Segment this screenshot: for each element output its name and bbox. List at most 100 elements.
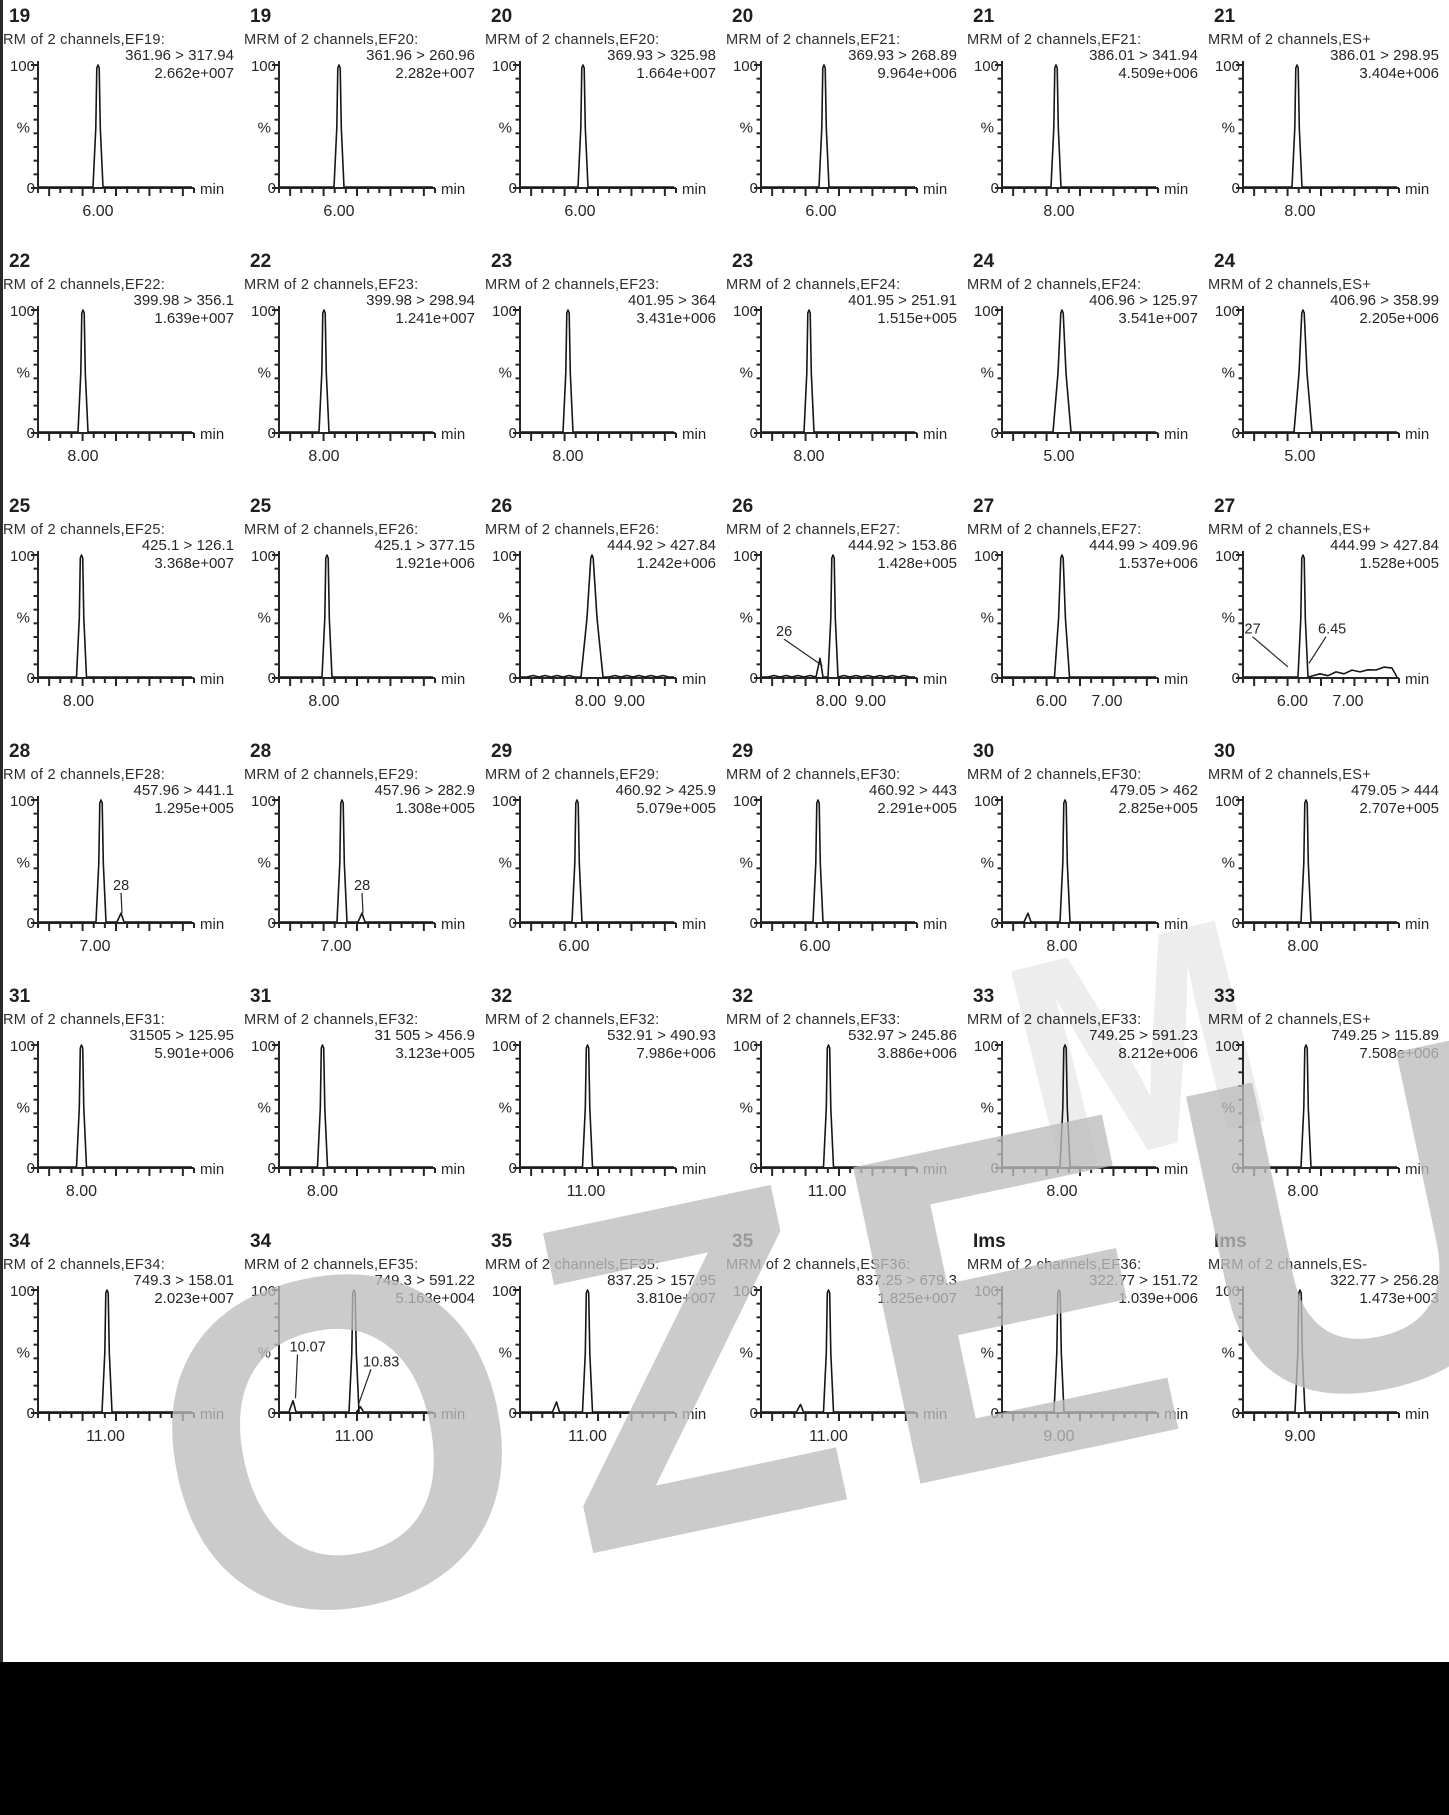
panel-header: MRM of 2 channels,EF30: [726,767,901,783]
chromatogram-panel: 32 MRM of 2 channels,EF32: 532.91 > 490.… [485,986,726,1231]
chromatogram-plot: 100% 0 min 8.00 9.00 26 [733,548,947,710]
compound-number: 34 [9,1231,31,1252]
compound-number: 30 [973,741,995,762]
axis-label: 0 [991,1405,999,1422]
axis-label: 0 [750,1405,758,1422]
panel-header: MRM of 2 channels,EF20: [485,32,660,48]
mrm-transition-label: 361.96 > 260.96 [366,47,475,64]
chromatogram-trace [39,309,192,433]
chromatogram-trace [521,1289,674,1413]
chromatogram-trace [1244,64,1397,188]
chromatogram-trace [762,309,915,433]
axis-label: % [981,855,994,872]
retention-time-label: 8.00 [575,693,606,710]
chromatogram-trace [1244,309,1397,433]
axis-label: % [17,365,30,382]
chromatogram-panel: 20 MRM of 2 channels,EF20: 369.93 > 325.… [485,6,726,251]
axis-label: 0 [268,180,276,197]
mrm-transition-label: 444.99 > 409.96 [1089,537,1198,554]
peak-intensity-label: 1.537e+006 [1118,555,1198,572]
chromatogram-plot: 100% 0 min 6.00 7.00 27 6.45 [1215,548,1429,710]
axis-label: % [258,1345,271,1362]
axis-label: 0 [1232,1160,1240,1177]
axis-label: 100 [251,58,276,75]
axis-label: 100 [733,1283,758,1300]
axis-label: min [923,1161,947,1178]
peak-intensity-label: 2.825e+005 [1118,800,1198,817]
compound-number: 25 [9,496,31,517]
axis-label: 0 [750,180,758,197]
panel-header: MRM of 2 channels,EF24: [726,277,901,293]
mrm-transition-label: 444.92 > 427.84 [607,537,716,554]
peak-intensity-label: 3.886e+006 [877,1045,957,1062]
axis-label: 0 [991,670,999,687]
axis-label: 100 [251,303,276,320]
compound-number: 22 [9,251,31,272]
axis-label: 0 [991,1160,999,1177]
axis-label: % [499,1345,512,1362]
compound-number: 31 [9,986,31,1007]
chromatogram-panel: 34 RM of 2 channels,EF34: 749.3 > 158.01… [3,1231,244,1476]
axis-label: 100 [974,1283,999,1300]
retention-time-label: 8.00 [1043,203,1074,220]
peak-intensity-label: 9.964e+006 [877,65,957,82]
panel-header: MRM of 2 channels,EF27: [967,522,1142,538]
peak-annotation: 26 [776,624,792,640]
chromatogram-plot: 100% 0 min 6.00 [733,793,947,955]
peak-annotation-leader [294,1354,299,1399]
chromatogram-panel: 22 RM of 2 channels,EF22: 399.98 > 356.1… [3,251,244,496]
chromatogram-trace [1003,1289,1156,1413]
retention-time-label: 7.00 [79,938,110,955]
peak-intensity-label: 1.039e+006 [1118,1290,1198,1307]
axis-label: % [981,365,994,382]
peak-intensity-label: 2.662e+007 [154,65,234,82]
axis-label: % [981,610,994,627]
axis-label: 100 [974,793,999,810]
axis-label: 100 [733,548,758,565]
axis-label: min [923,181,947,198]
chromatogram-plot: 100% 0 min 6.00 [492,58,706,220]
axis-label: 0 [750,915,758,932]
axis-label: % [258,855,271,872]
mrm-transition-label: 386.01 > 298.95 [1330,47,1439,64]
peak-intensity-label: 3.123e+005 [395,1045,475,1062]
axis-label: min [200,181,224,198]
peak-intensity-label: 1.528e+005 [1359,555,1439,572]
compound-number: 25 [250,496,272,517]
axis-label: 0 [27,1160,35,1177]
axis-label: 0 [268,425,276,442]
compound-number: 22 [250,251,272,272]
chromatogram-plot: 100% 0 min 6.00 7.00 [974,548,1188,710]
chromatogram-plot: 100% 0 min 7.00 28 [251,793,465,955]
axis-label: % [981,1345,994,1362]
retention-time-label: 8.00 [308,693,339,710]
axis-label: min [682,671,706,688]
peak-intensity-label: 3.810e+007 [636,1290,716,1307]
compound-number: 35 [491,1231,513,1252]
axis-label: min [441,916,465,933]
retention-time-label: 8.00 [308,448,339,465]
axis-label: 0 [509,915,517,932]
axis-label: % [499,1100,512,1117]
peak-intensity-label: 1.295e+005 [154,800,234,817]
retention-time-label: 8.00 [63,693,94,710]
axis-label: % [258,610,271,627]
axis-label: % [1222,610,1235,627]
peak-annotation-leader [783,638,823,667]
axis-label: min [1405,1161,1429,1178]
axis-label: 0 [1232,1405,1240,1422]
retention-time-label: 9.00 [855,693,886,710]
chromatogram-plot: 100% 0 min 6.00 [733,58,947,220]
axis-label: min [682,181,706,198]
peak-intensity-label: 2.205e+006 [1359,310,1439,327]
retention-time-label: 9.00 [1043,1428,1074,1445]
axis-label: % [499,365,512,382]
axis-label: 0 [750,425,758,442]
axis-label: 0 [1232,425,1240,442]
chromatogram-trace [39,64,192,188]
chromatogram-trace [280,64,433,188]
chromatogram-panel: 25 RM of 2 channels,EF25: 425.1 > 126.1 … [3,496,244,741]
axis-label: 100 [492,548,517,565]
chromatogram-trace [1244,1044,1397,1168]
peak-intensity-label: 2.707e+005 [1359,800,1439,817]
